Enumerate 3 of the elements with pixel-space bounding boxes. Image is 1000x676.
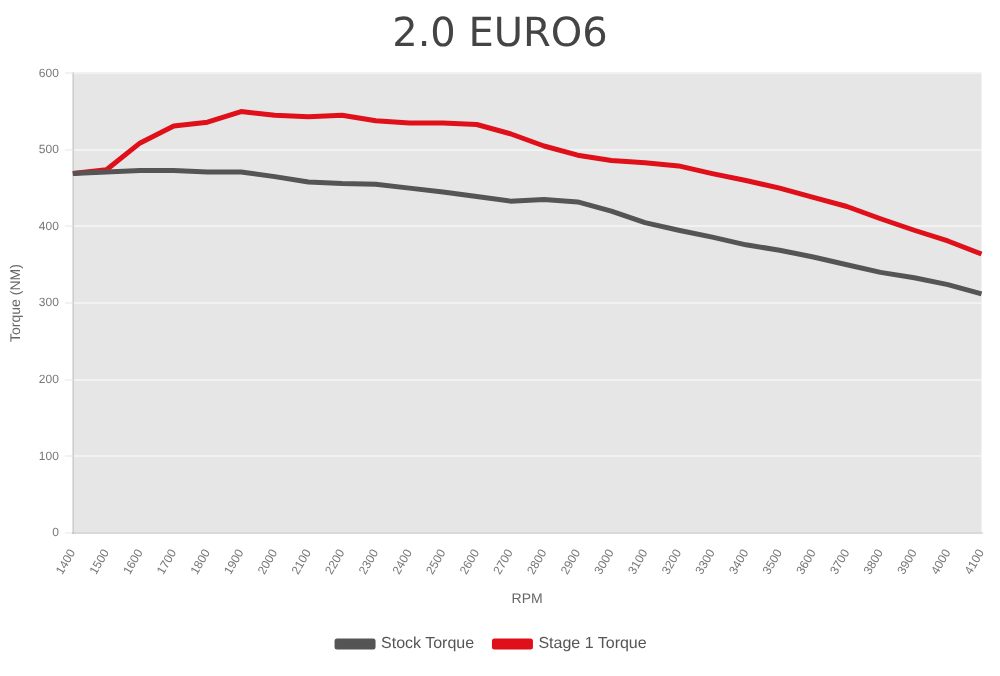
chart-title: 2.0 EURO6 [390, 8, 610, 56]
legend-label: Stage 1 Torque [538, 634, 648, 653]
legend-label: Stock Torque [381, 634, 476, 653]
